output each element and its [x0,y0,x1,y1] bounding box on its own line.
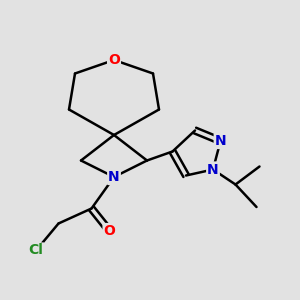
Text: O: O [103,224,116,238]
Text: Cl: Cl [28,244,44,257]
Text: N: N [207,163,219,176]
Text: O: O [108,53,120,67]
Text: N: N [215,134,226,148]
Text: N: N [108,170,120,184]
